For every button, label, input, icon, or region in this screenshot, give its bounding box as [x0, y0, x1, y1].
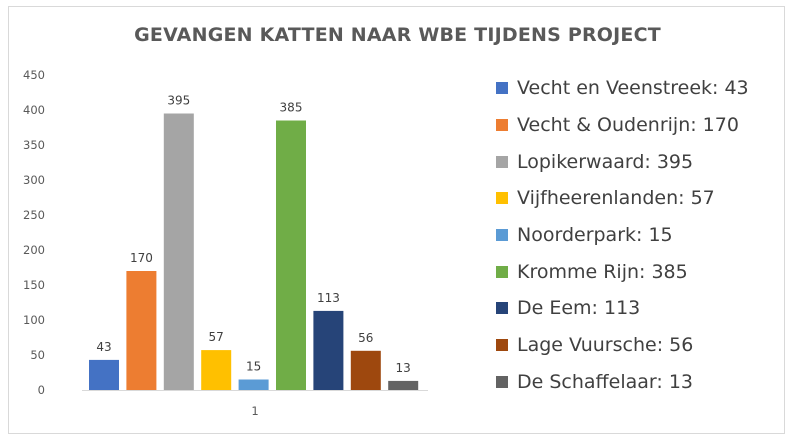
- bar-8: [388, 380, 419, 390]
- data-label-8: 13: [396, 361, 411, 375]
- bar-6: [313, 310, 344, 390]
- legend-swatch-2: [496, 155, 508, 168]
- bar-1: [126, 271, 157, 390]
- bar-5: [276, 120, 306, 390]
- legend-label-8: De Schaffelaar: 13: [517, 370, 693, 393]
- legend-item-8: De Schaffelaar: 13: [496, 364, 786, 401]
- legend-label-2: Lopikerwaard: 395: [517, 150, 694, 173]
- legend: Vecht en Veenstreek: 43 Vecht & Oudenrijn…: [496, 70, 786, 400]
- y-tick-label-4: 200: [23, 243, 45, 257]
- legend-label-3: Vijfheerenlanden: 57: [517, 187, 715, 210]
- bar-4: [238, 379, 269, 390]
- y-tick-label-7: 350: [23, 138, 45, 152]
- legend-swatch-5: [496, 265, 508, 278]
- y-tick-label-5: 250: [23, 208, 45, 222]
- x-category-label-0: 1: [251, 404, 258, 418]
- legend-label-0: Vecht en Veenstreek: 43: [517, 77, 749, 100]
- legend-item-0: Vecht en Veenstreek: 43: [496, 70, 786, 107]
- data-label-5: 385: [280, 101, 303, 115]
- legend-item-1: Vecht & Oudenrijn: 170: [496, 107, 786, 144]
- legend-label-6: De Eem: 113: [517, 297, 641, 320]
- legend-swatch-1: [496, 119, 508, 132]
- bar-2: [163, 113, 194, 390]
- chart-title: GEVANGEN KATTEN NAAR WBE TIJDENS PROJECT: [134, 24, 661, 46]
- legend-label-7: Lage Vuursche: 56: [517, 334, 694, 357]
- y-tick-label-2: 100: [23, 313, 45, 327]
- legend-swatch-7: [496, 339, 508, 352]
- legend-item-6: De Eem: 113: [496, 290, 786, 327]
- data-label-4: 15: [246, 360, 261, 374]
- bar-0: [89, 359, 119, 390]
- legend-swatch-0: [496, 82, 508, 95]
- legend-item-2: Lopikerwaard: 395: [496, 143, 786, 180]
- bar-3: [201, 350, 232, 390]
- data-label-0: 43: [96, 340, 111, 354]
- legend-item-4: Noorderpark: 15: [496, 217, 786, 254]
- legend-label-4: Noorderpark: 15: [517, 224, 673, 247]
- legend-label-5: Kromme Rijn: 385: [517, 260, 688, 283]
- bar-7: [350, 350, 381, 390]
- legend-label-1: Vecht & Oudenrijn: 170: [517, 114, 739, 137]
- data-label-1: 170: [130, 251, 153, 265]
- y-tick-label-3: 150: [23, 278, 45, 292]
- legend-swatch-3: [496, 192, 508, 205]
- data-label-2: 395: [167, 94, 190, 108]
- y-tick-label-0: 0: [38, 383, 45, 397]
- legend-item-3: Vijfheerenlanden: 57: [496, 180, 786, 217]
- legend-swatch-6: [496, 302, 508, 315]
- legend-swatch-8: [496, 375, 508, 388]
- y-tick-label-1: 50: [30, 348, 45, 362]
- y-tick-label-8: 400: [23, 103, 45, 117]
- y-tick-label-6: 300: [23, 173, 45, 187]
- y-tick-label-9: 450: [23, 68, 45, 82]
- data-label-3: 57: [209, 330, 224, 344]
- data-label-7: 56: [358, 331, 373, 345]
- data-label-6: 113: [317, 291, 340, 305]
- legend-item-7: Lage Vuursche: 56: [496, 327, 786, 364]
- legend-item-5: Kromme Rijn: 385: [496, 253, 786, 290]
- legend-swatch-4: [496, 229, 508, 242]
